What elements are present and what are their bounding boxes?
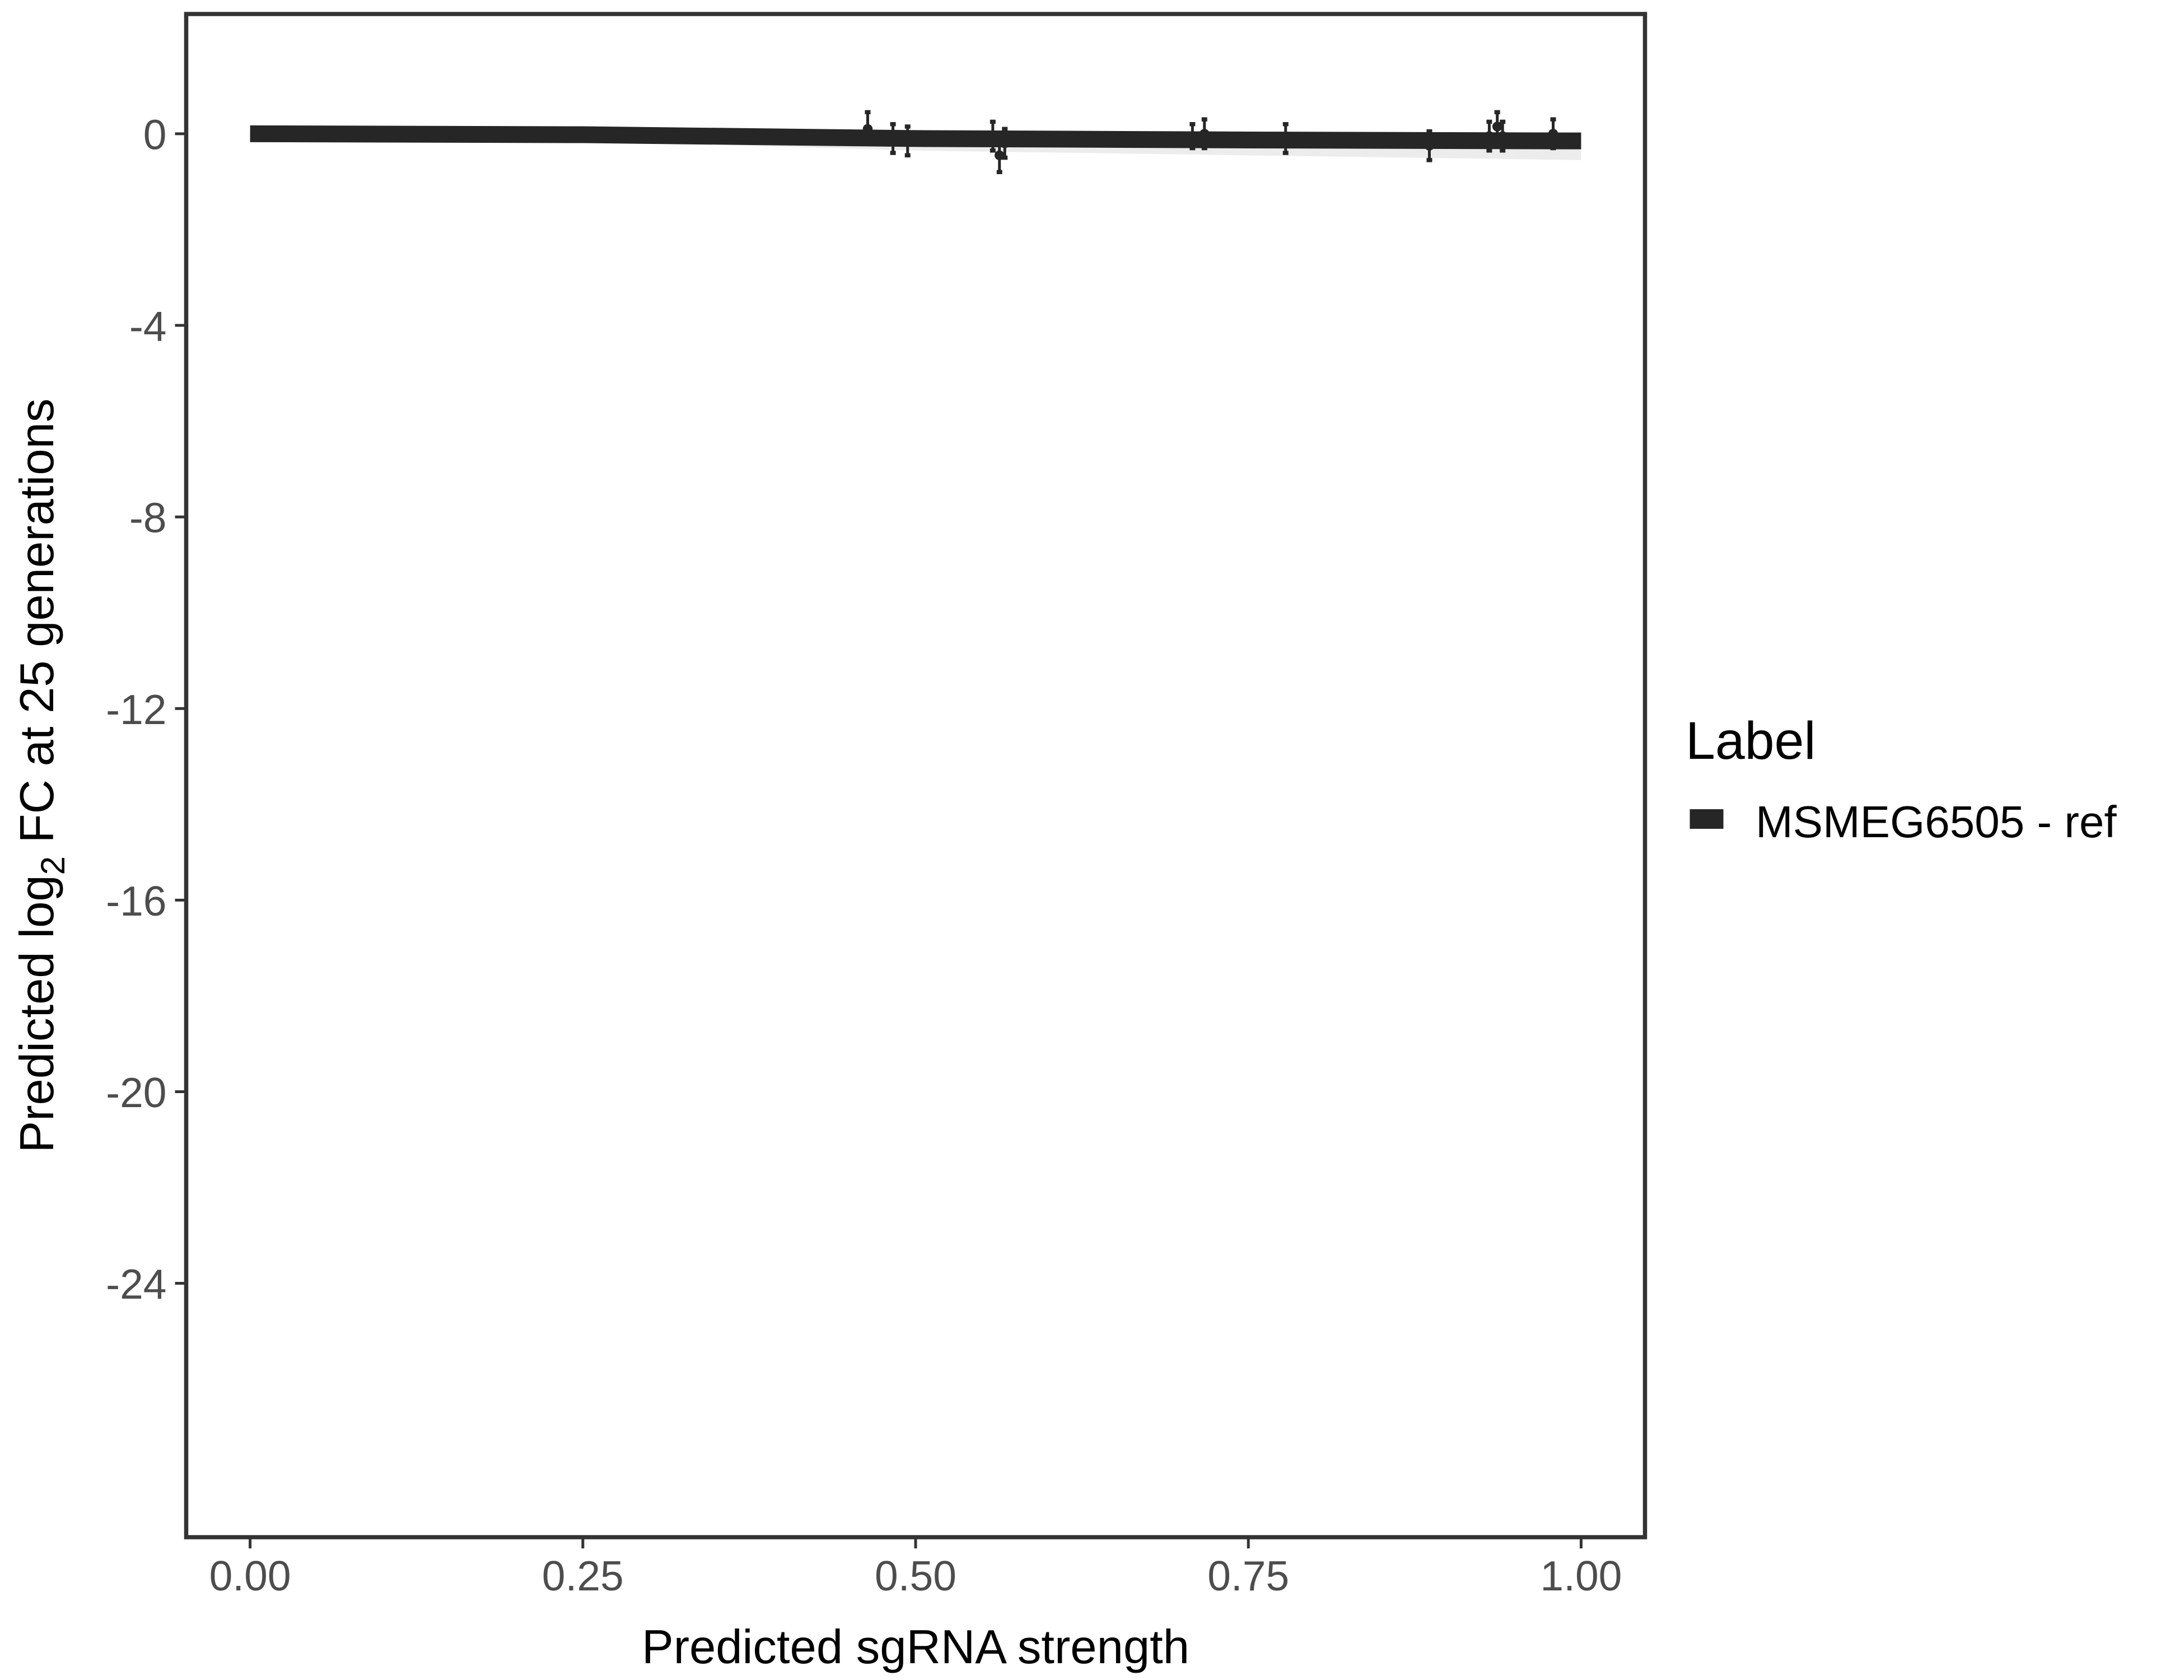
data-point (902, 136, 913, 146)
y-axis-title: Predicted log2 FC at 25 generations (11, 399, 72, 1153)
x-tick-label: 0.25 (542, 1552, 624, 1599)
x-tick-label: 0.00 (209, 1552, 291, 1599)
points-layer (862, 110, 1558, 175)
y-tick-label: -8 (129, 494, 167, 542)
y-tick-label: -4 (129, 302, 167, 349)
data-point (1484, 131, 1495, 141)
y-tick-label: -20 (106, 1069, 166, 1116)
legend-title: Label (1686, 711, 1816, 771)
x-axis-title: Predicted sgRNA strength (642, 1621, 1189, 1674)
data-point (1187, 131, 1198, 141)
y-axis: 0 -4 -8 -12 -16 -20 -24 (106, 111, 186, 1308)
data-point (1000, 138, 1010, 148)
data-point (1492, 122, 1502, 132)
fit-line (250, 125, 1581, 150)
data-point (1200, 129, 1210, 139)
x-tick-label: 1.00 (1540, 1552, 1622, 1599)
x-tick-label: 0.50 (875, 1552, 956, 1599)
data-point (1424, 141, 1435, 151)
data-point (994, 150, 1005, 161)
data-point (862, 124, 873, 134)
data-point (1281, 133, 1291, 144)
data-point (1497, 131, 1508, 141)
x-axis: 0.00 0.25 0.50 0.75 1.00 (209, 1537, 1622, 1599)
y-tick-label: -16 (106, 878, 166, 925)
x-tick-label: 0.75 (1207, 1552, 1289, 1599)
legend-label: MSMEG6505 - ref (1756, 797, 2117, 847)
fit-line-layer (250, 125, 1581, 150)
y-tick-label: -24 (106, 1261, 166, 1308)
y-tick-label: -12 (106, 686, 166, 733)
legend-key-msmeg6505-ref (1690, 809, 1724, 829)
data-point (1548, 129, 1558, 139)
legend: Label MSMEG6505 - ref (1686, 711, 2117, 847)
data-point (988, 131, 998, 141)
data-point (888, 133, 898, 144)
plot-panel-border (184, 12, 1648, 1539)
y-tick-label: 0 (143, 111, 167, 158)
